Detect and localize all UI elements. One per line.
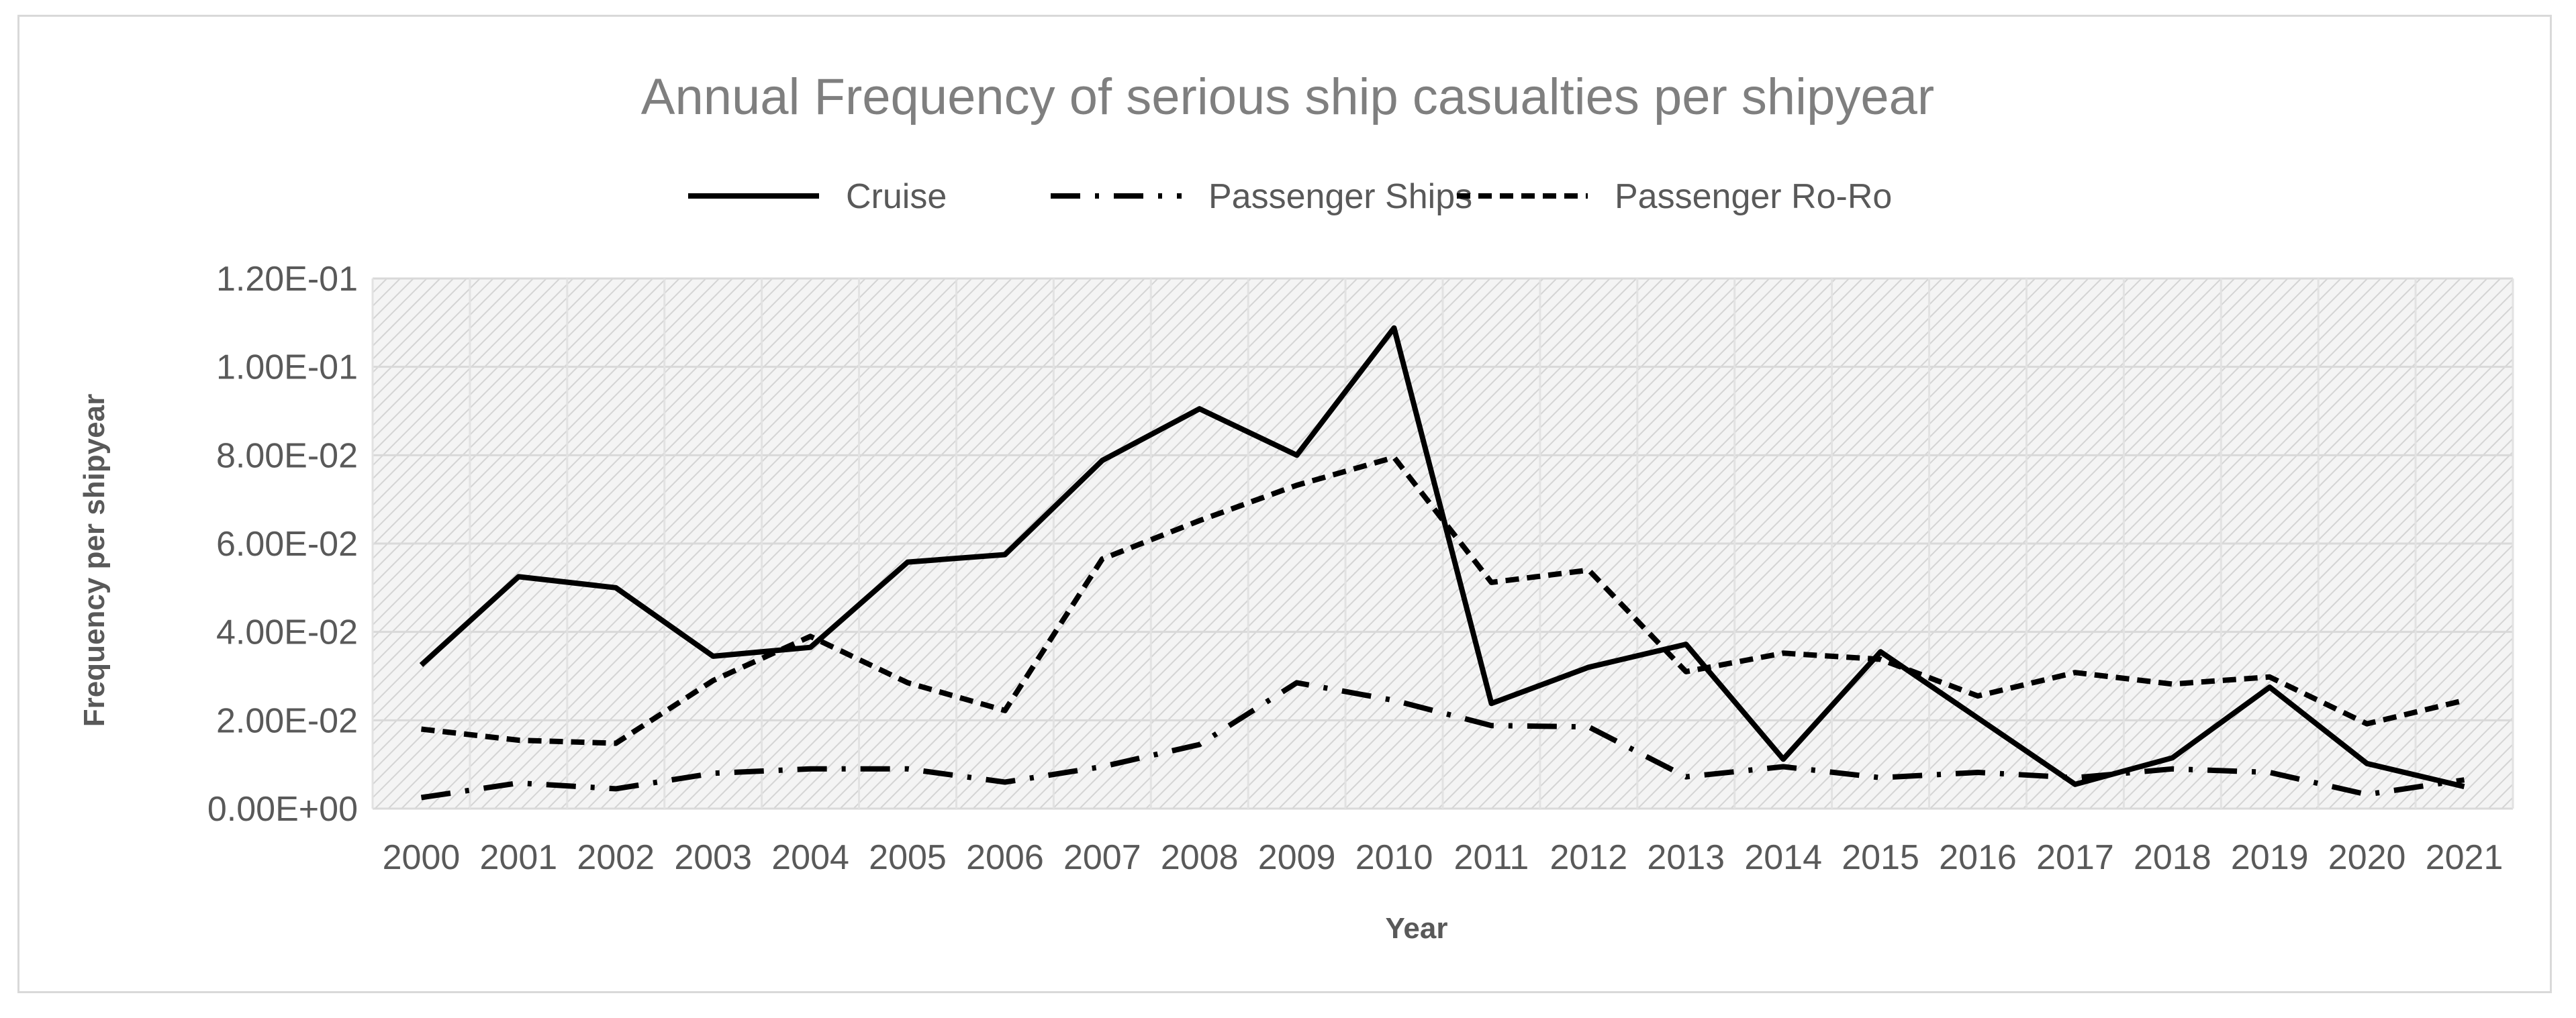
y-tick-label: 1.20E-01 (216, 260, 358, 299)
x-tick-label: 2013 (1647, 838, 1725, 877)
x-tick-label: 2012 (1550, 838, 1628, 877)
x-tick-label: 2016 (1939, 838, 2017, 877)
x-axis-title: Year (1386, 912, 1448, 945)
x-tick-label: 2020 (2328, 838, 2406, 877)
y-tick-label: 6.00E-02 (216, 525, 358, 564)
x-tick-label: 2001 (480, 838, 558, 877)
series-line-passenger-ships (420, 680, 2465, 801)
x-tick-label: 2021 (2426, 838, 2503, 877)
x-axis-ticks: 2000 2001 2002 2003 2004 2005 2006 2007 2008 2009… (383, 838, 2503, 877)
series-lines (419, 325, 2465, 801)
x-tick-label: 2003 (674, 838, 752, 877)
y-axis-ticks: 0.00E+00 2.00E-02 4.00E-02 6.00E-02 8.00E-02… (207, 260, 358, 829)
x-tick-label: 2005 (869, 838, 947, 877)
legend-label: Passenger Ro-Ro (1615, 177, 1892, 216)
x-tick-label: 2018 (2134, 838, 2211, 877)
gridlines (371, 277, 2514, 810)
y-tick-label: 1.00E-01 (216, 348, 358, 387)
x-tick-label: 2008 (1161, 838, 1239, 877)
x-tick-label: 2014 (1744, 838, 1822, 877)
legend: Cruise Passenger Ships Passenger Ro-Ro (688, 177, 1892, 216)
chart-title: Annual Frequency of serious ship casualt… (641, 68, 1934, 125)
x-tick-label: 2004 (771, 838, 849, 877)
x-tick-label: 2006 (966, 838, 1044, 877)
legend-label: Cruise (846, 177, 947, 216)
legend-label: Passenger Ships (1208, 177, 1472, 216)
x-tick-label: 2009 (1258, 838, 1336, 877)
x-tick-label: 2010 (1355, 838, 1433, 877)
series-line-passenger-ro-ro (421, 454, 2465, 746)
x-tick-label: 2015 (1842, 838, 1919, 877)
y-tick-label: 2.00E-02 (216, 701, 358, 740)
x-tick-label: 2002 (577, 838, 655, 877)
x-tick-label: 2017 (2036, 838, 2114, 877)
y-tick-label: 0.00E+00 (207, 790, 358, 829)
x-tick-label: 2007 (1063, 838, 1141, 877)
y-tick-label: 8.00E-02 (216, 436, 358, 475)
y-tick-label: 4.00E-02 (216, 613, 358, 652)
x-tick-label: 2019 (2231, 838, 2309, 877)
y-axis-title: Frequency per shipyear (78, 394, 111, 727)
x-tick-label: 2000 (383, 838, 461, 877)
x-tick-label: 2011 (1454, 838, 1529, 877)
